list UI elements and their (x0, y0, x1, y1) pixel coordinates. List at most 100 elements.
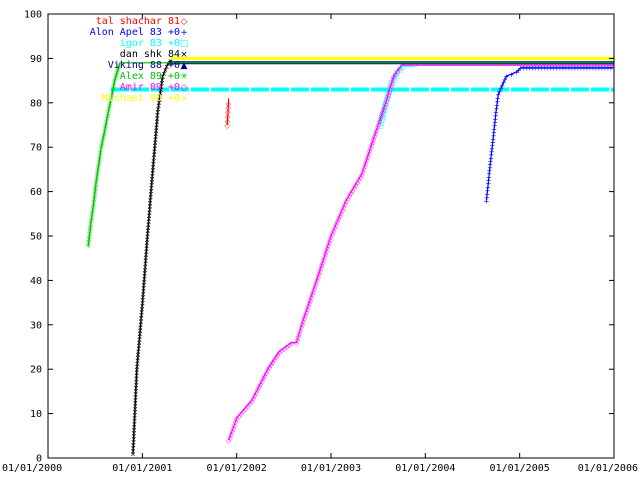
series-point: ◇ (298, 324, 304, 332)
series-point: ◇ (335, 218, 341, 226)
series-point: ◇ (226, 100, 232, 108)
series-point: × (137, 333, 143, 341)
series-point: ◇ (361, 165, 367, 173)
series-point: ✳ (86, 232, 92, 240)
series-point: × (153, 130, 159, 138)
series-point: ◇ (324, 247, 330, 255)
series-point: ◇ (258, 380, 264, 388)
series-point: + (489, 145, 495, 153)
series-point: ◇ (353, 181, 359, 189)
series-point: ◇ (348, 189, 354, 197)
legend-label: Viking 88 +0 (108, 60, 180, 71)
series-point: ◇ (397, 65, 403, 73)
series-point: × (144, 233, 150, 241)
series-point: × (133, 378, 139, 386)
series-point: × (149, 179, 155, 187)
series-point: ✳ (96, 162, 102, 170)
series-point: × (135, 348, 141, 356)
series-point: ◇ (368, 144, 374, 152)
series-point: ✳ (91, 202, 97, 210)
y-tick-label: 20 (30, 365, 42, 376)
series-point: ◇ (314, 276, 320, 284)
series-point: + (487, 167, 493, 175)
series-point: ◇ (328, 233, 334, 241)
series-point: × (154, 115, 160, 123)
series-point: ◇ (390, 76, 396, 84)
series-point: + (599, 64, 605, 72)
series-point: + (596, 64, 602, 72)
series-point: × (151, 157, 157, 165)
series-point: ◇ (385, 94, 391, 102)
series-point: × (136, 336, 142, 344)
series-point: × (139, 312, 145, 320)
series-point: ◇ (304, 306, 310, 314)
series-point: ◇ (309, 294, 315, 302)
series-point: × (160, 73, 166, 81)
series-point: ✳ (100, 134, 106, 142)
series-point: + (560, 64, 566, 72)
series-point: ◇ (296, 333, 302, 341)
series-point: ◇ (268, 361, 274, 369)
legend-marker: × (180, 50, 188, 60)
series-point: ◇ (388, 82, 394, 90)
x-tick-label: 01/01/2002 (207, 463, 267, 474)
series-point: ◇ (387, 88, 393, 96)
series-point: ◇ (351, 184, 357, 192)
series-1: +++++++++++++++++++++++++++++++++++++++ +… (484, 64, 615, 205)
series-point: + (554, 64, 560, 72)
series-point: + (486, 170, 492, 178)
series-point: ◇ (387, 85, 393, 93)
series-point: ✳ (86, 236, 92, 244)
series-point: ✳ (107, 101, 113, 109)
series-point: ◇ (378, 115, 384, 123)
series-point: ◇ (225, 109, 231, 117)
series-point: × (145, 221, 151, 229)
series-point: ◇ (386, 91, 392, 99)
series-point: × (144, 245, 150, 253)
series-point: × (149, 172, 155, 180)
series-point: × (135, 354, 141, 362)
series-point: ◇ (391, 73, 397, 81)
series-0: ◇◇◇◇◇◇ (225, 98, 232, 130)
series-point: ◇ (264, 369, 270, 377)
series-point: ✳ (104, 114, 110, 122)
x-tick-label: 01/01/2005 (490, 463, 550, 474)
series-point: ◇ (395, 68, 401, 76)
series-point: ◇ (279, 347, 285, 355)
series-point: × (159, 80, 165, 88)
series-point: ◇ (347, 192, 353, 200)
series-point: × (157, 89, 163, 97)
series-point: × (140, 291, 146, 299)
series-point: × (138, 324, 144, 332)
series-point: ◇ (303, 308, 309, 316)
series-point: ◇ (249, 397, 255, 405)
series-point: ◇ (282, 345, 288, 353)
series-point: ◇ (226, 437, 232, 445)
series-point: ◇ (321, 256, 327, 264)
series-point: + (494, 102, 500, 110)
series-point: + (495, 91, 501, 99)
series-point: ◇ (315, 273, 321, 281)
series-point: □ (381, 106, 388, 114)
series-point: × (146, 215, 152, 223)
series-point: ◇ (341, 203, 347, 211)
series-point: × (139, 309, 145, 317)
series-point: ✳ (113, 72, 119, 80)
series-point: + (486, 173, 492, 181)
series-point: + (489, 148, 495, 156)
series-point: × (133, 384, 139, 392)
series-point: ◇ (259, 378, 265, 386)
series-point: ◇ (384, 97, 390, 105)
series-point: × (147, 206, 153, 214)
series-point: ✳ (115, 66, 121, 74)
series-point: × (153, 133, 159, 141)
series-point: × (140, 287, 146, 295)
series-point: × (156, 102, 162, 110)
series-point: ◇ (376, 121, 382, 129)
series-point: × (134, 372, 140, 380)
series-point: ◇ (294, 340, 300, 348)
series-point: ◇ (340, 206, 346, 214)
series-point: ✳ (106, 108, 112, 116)
series-point: + (502, 76, 508, 84)
